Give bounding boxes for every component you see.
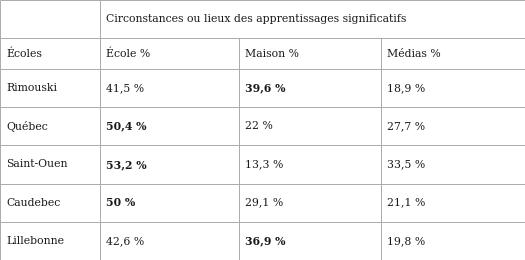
- Text: 50,4 %: 50,4 %: [106, 121, 146, 132]
- Text: 41,5 %: 41,5 %: [106, 83, 144, 93]
- Text: 18,9 %: 18,9 %: [387, 83, 425, 93]
- Text: 39,6 %: 39,6 %: [245, 82, 286, 94]
- Text: Québec: Québec: [6, 121, 48, 132]
- Text: 33,5 %: 33,5 %: [387, 159, 425, 170]
- Text: 29,1 %: 29,1 %: [245, 198, 284, 208]
- Text: École %: École %: [106, 48, 150, 59]
- Text: Écoles: Écoles: [6, 48, 42, 59]
- Text: 50 %: 50 %: [106, 197, 135, 208]
- Text: Maison %: Maison %: [245, 49, 299, 59]
- Text: 27,7 %: 27,7 %: [387, 121, 425, 131]
- Text: Caudebec: Caudebec: [6, 198, 60, 208]
- Text: Médias %: Médias %: [387, 49, 440, 59]
- Text: Lillebonne: Lillebonne: [6, 236, 64, 246]
- Text: Circonstances ou lieux des apprentissages significatifs: Circonstances ou lieux des apprentissage…: [106, 14, 406, 24]
- Text: 36,9 %: 36,9 %: [245, 235, 286, 246]
- Text: 42,6 %: 42,6 %: [106, 236, 144, 246]
- Text: 19,8 %: 19,8 %: [387, 236, 425, 246]
- Text: 53,2 %: 53,2 %: [106, 159, 146, 170]
- Text: 21,1 %: 21,1 %: [387, 198, 425, 208]
- Text: Rimouski: Rimouski: [6, 83, 57, 93]
- Text: Saint-Ouen: Saint-Ouen: [6, 159, 68, 170]
- Text: 13,3 %: 13,3 %: [245, 159, 284, 170]
- Text: 22 %: 22 %: [245, 121, 273, 131]
